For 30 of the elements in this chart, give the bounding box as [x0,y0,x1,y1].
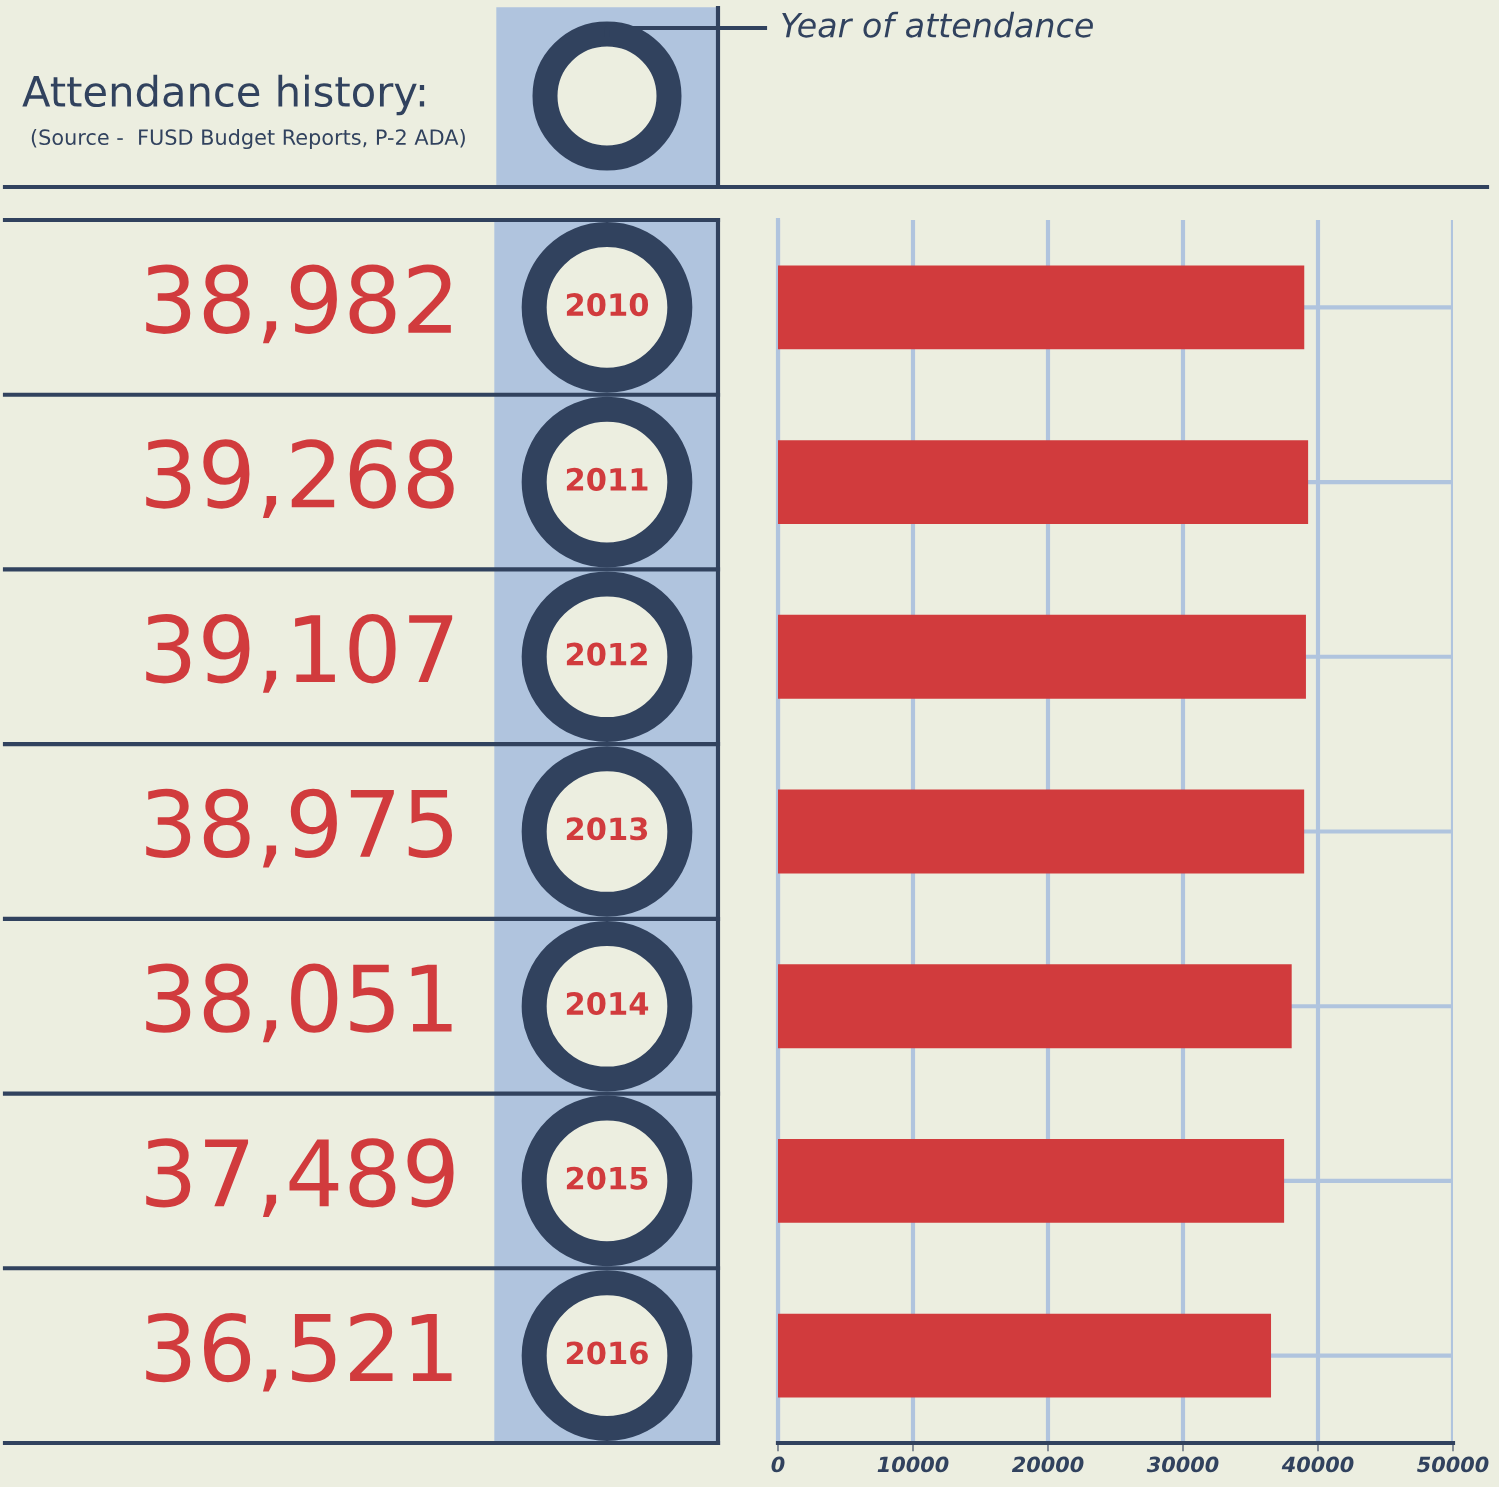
data-label: 39,107 [146,614,453,693]
y-tick-label: 2010 [566,293,649,317]
data-label: 36,521 [146,1312,452,1392]
x-tick-label: 40000 [1281,1456,1354,1473]
bar [778,964,1292,1049]
data-label: 38,982 [146,264,451,344]
text: Year of attendance [782,11,1093,38]
y-tick-label: 2013 [566,817,648,841]
text: (Source - FUSD Budget Reports, P-2 ADA) [31,128,465,150]
x-tick-label: 20000 [1011,1456,1084,1473]
data-label: 39,268 [146,439,454,519]
data-label: 38,051 [146,963,452,1043]
data-label: 38,975 [146,788,452,868]
y-tick-label: 2012 [566,642,647,666]
bar [778,265,1305,350]
x-tick-label: 30000 [1146,1456,1219,1473]
data-label: 37,489 [146,1138,454,1217]
x-tick-label: 10000 [877,1456,949,1473]
x-tick-label: 0 [771,1456,785,1473]
bar [778,789,1305,874]
bar [778,1313,1272,1398]
y-tick-label: 2015 [566,1166,648,1190]
y-tick-label: 2016 [566,1341,648,1365]
y-tick-label: 2014 [566,991,649,1016]
text: Attendance history: [22,74,425,116]
bar [778,440,1309,524]
bar [778,614,1306,699]
y-tick-label: 2011 [566,467,648,491]
x-tick-label: 50000 [1417,1456,1489,1473]
bar [778,1139,1285,1223]
